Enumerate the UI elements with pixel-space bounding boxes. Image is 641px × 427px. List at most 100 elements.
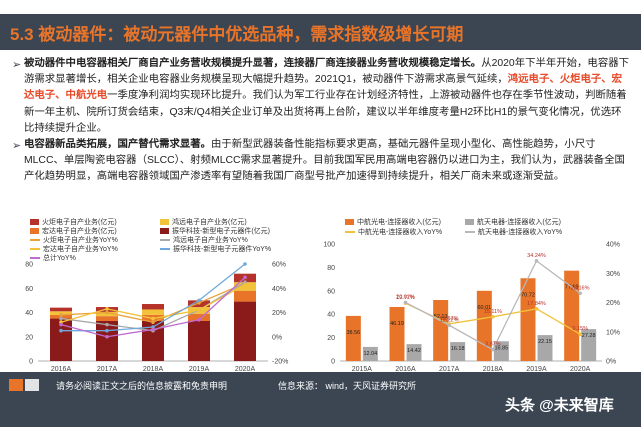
chart-left-bar	[234, 290, 256, 302]
chart-left-legend-swatch	[30, 257, 40, 259]
chart-left-legend-label: 振华科技-新型电子元器件(亿元)	[172, 228, 270, 235]
chart-left-legend-item: 宏达电子自产业务YoY%	[30, 244, 118, 254]
page-title: 5.3 被动器件：被动元器件中优选品种，需求指数级增长可期	[10, 25, 464, 44]
chart-right-line-label: 17.84%	[527, 301, 546, 307]
paragraph-2-text: 由于新型武器装备性能指标要求更高，基础元器件呈现小型化、高性能趋势，小尺寸MLC…	[24, 139, 625, 183]
chart-left-y-tick: 80	[25, 262, 33, 269]
chart-right-x-tick: 2020A	[570, 366, 591, 373]
chart-left-point	[59, 313, 63, 317]
chart-left-legend-label: 宏达电子自产业务(亿元)	[42, 228, 117, 235]
chart-right-line-label: 20.02%	[396, 294, 415, 300]
chart-left-y2-tick: 0%	[272, 334, 282, 341]
chart-left-legend-swatch	[160, 239, 170, 241]
chart-right-legend-label: 航天电器-连接器收入YoY%	[478, 229, 563, 236]
chart-right-y2-tick: 20%	[606, 300, 620, 307]
footer-bar	[0, 372, 641, 427]
paragraph-1-bold: 被动器件中电容器相关厂商自产业务营收规模提升显著，连接器厂商连接器业务营收规模稳…	[24, 58, 482, 69]
chart-left-y-tick: 20	[25, 334, 33, 341]
chart-right-x-tick: 2016A	[395, 366, 416, 373]
chart-left-point	[243, 275, 247, 280]
chart-left-point	[105, 307, 109, 311]
chart-left-bar	[188, 313, 210, 321]
paragraph-1-text-b: 一季度净利润均实现环比提升。我们认为军工行业存在计划经济特性，上游被动器件也存在…	[24, 90, 627, 134]
chart-right-bar	[406, 344, 422, 361]
bullet-arrow-icon: ➢	[12, 140, 22, 152]
chart-right-bar-label: 46.19	[390, 321, 404, 327]
chart-left-legend-item: 宏达电子自产业务(亿元)	[30, 226, 117, 236]
paragraph-1-text-a: 从2020年下半年开始，电容器下游需求显著增长，相关企业电容器业务规模呈现大幅提…	[24, 58, 629, 86]
chart-left-legend-item: 振华科技-新型电子元器件YoY%	[160, 244, 271, 254]
chart-left-legend-item: 火炬电子自产业务YoY%	[30, 235, 118, 245]
chart-left-point	[243, 282, 247, 287]
chart-left-y-tick: 60	[25, 286, 33, 293]
chart-right-x-tick: 2017A	[439, 366, 460, 373]
chart-left-y2-tick: 40%	[272, 286, 286, 293]
chart-left-point	[197, 298, 201, 303]
chart-right-y-tick: 20	[327, 335, 335, 342]
chart-right-bar-label: 60.01	[477, 305, 491, 311]
chart-right-y2-tick: 0%	[606, 359, 616, 366]
chart-left-bar	[50, 311, 72, 315]
chart-right-line-label: 12.67%	[440, 316, 459, 322]
chart-right-point	[534, 307, 539, 311]
chart-right-line-label: 12.22%	[440, 317, 459, 323]
footer-disclaimer: 请务必阅读正文之后的信息披露和免责申明	[56, 381, 228, 391]
chart-left-legend-label: 鸿远电子自产业务YoY%	[173, 237, 248, 244]
chart-left-x-tick: 2017A	[97, 366, 118, 373]
chart-right-series-line	[405, 259, 581, 351]
chart-left-point	[197, 317, 201, 322]
chart-left-legend-swatch	[160, 248, 170, 250]
chart-left-legend-item: 火炬电子自产业务(亿元)	[30, 217, 117, 227]
chart-right-point	[403, 300, 408, 305]
chart-right-bar	[362, 346, 378, 361]
chart-right-line-label: 34.24%	[527, 253, 546, 259]
watermark: 头条 @未来智库	[505, 397, 614, 414]
chart-right-legend-label: 中航光电-连接器收入(亿元)	[357, 219, 441, 226]
paragraph-1: 被动器件中电容器相关厂商自产业务营收规模提升显著，连接器厂商连接器业务营收规模稳…	[24, 56, 629, 137]
chart-left-point	[243, 262, 247, 266]
chart-right-y2-tick: 40%	[606, 242, 620, 249]
company-logo-icon	[9, 379, 39, 391]
chart-right-bar	[345, 315, 361, 361]
chart-right-bar	[476, 290, 492, 361]
chart-left-point	[151, 320, 155, 325]
chart-left-point	[105, 328, 109, 333]
chart-right-bar	[537, 335, 553, 361]
chart-right-x-tick: 2019A	[526, 366, 547, 373]
paragraph-2-bold: 电容器新品类拓展，国产替代需求显著。	[24, 139, 212, 150]
chart-left-x-tick: 2020A	[235, 366, 256, 373]
chart-right-y-tick: 60	[327, 288, 335, 295]
chart-right-legend-label: 航天电器-连接器收入(亿元)	[477, 219, 561, 226]
chart-left-legend-swatch	[30, 228, 39, 234]
chart-right-line-label: 23.16%	[571, 285, 590, 291]
chart-right-legend-item: 航天电器-连接器收入YoY%	[465, 227, 562, 237]
chart-left-point	[105, 322, 109, 327]
chart-left-legend-swatch	[30, 248, 40, 250]
paragraph-2: 电容器新品类拓展，国产替代需求显著。由于新型武器装备性能指标要求更高，基础元器件…	[24, 137, 629, 186]
chart-left-point	[105, 334, 109, 339]
chart-left-bar	[50, 318, 72, 361]
chart-left-x-tick: 2016A	[51, 366, 72, 373]
chart-left-legend-swatch	[160, 219, 169, 225]
chart-left-legend-item: 鸿远电子自产业务(亿元)	[160, 217, 247, 227]
chart-right-bar-label: 52.13	[434, 314, 448, 320]
chart-left-x-tick: 2019A	[189, 366, 210, 373]
chart-right-x-tick: 2015A	[352, 366, 373, 373]
chart-right-bar	[450, 342, 466, 361]
chart-right-legend-item: 航天电器-连接器收入(亿元)	[465, 217, 561, 227]
chart-left-point	[59, 328, 63, 333]
chart-left-legend-label: 总计YoY%	[43, 255, 76, 262]
chart-left-bar	[50, 307, 72, 312]
chart-left-y2-tick: 20%	[272, 310, 286, 317]
chart-right-line-label: 19.77%	[396, 295, 415, 301]
chart-left-legend-label: 振华科技-新型电子元器件YoY%	[173, 246, 272, 253]
chart-right-bar-label: 12.04	[363, 351, 377, 357]
chart-right-legend-swatch	[465, 231, 475, 233]
chart-right-bar-label: 22.15	[538, 339, 552, 345]
chart-right-line-label: 3.87%	[485, 342, 501, 348]
chart-left-point	[59, 322, 63, 327]
chart-left-bar	[142, 309, 164, 315]
chart-left-bar	[234, 282, 256, 291]
